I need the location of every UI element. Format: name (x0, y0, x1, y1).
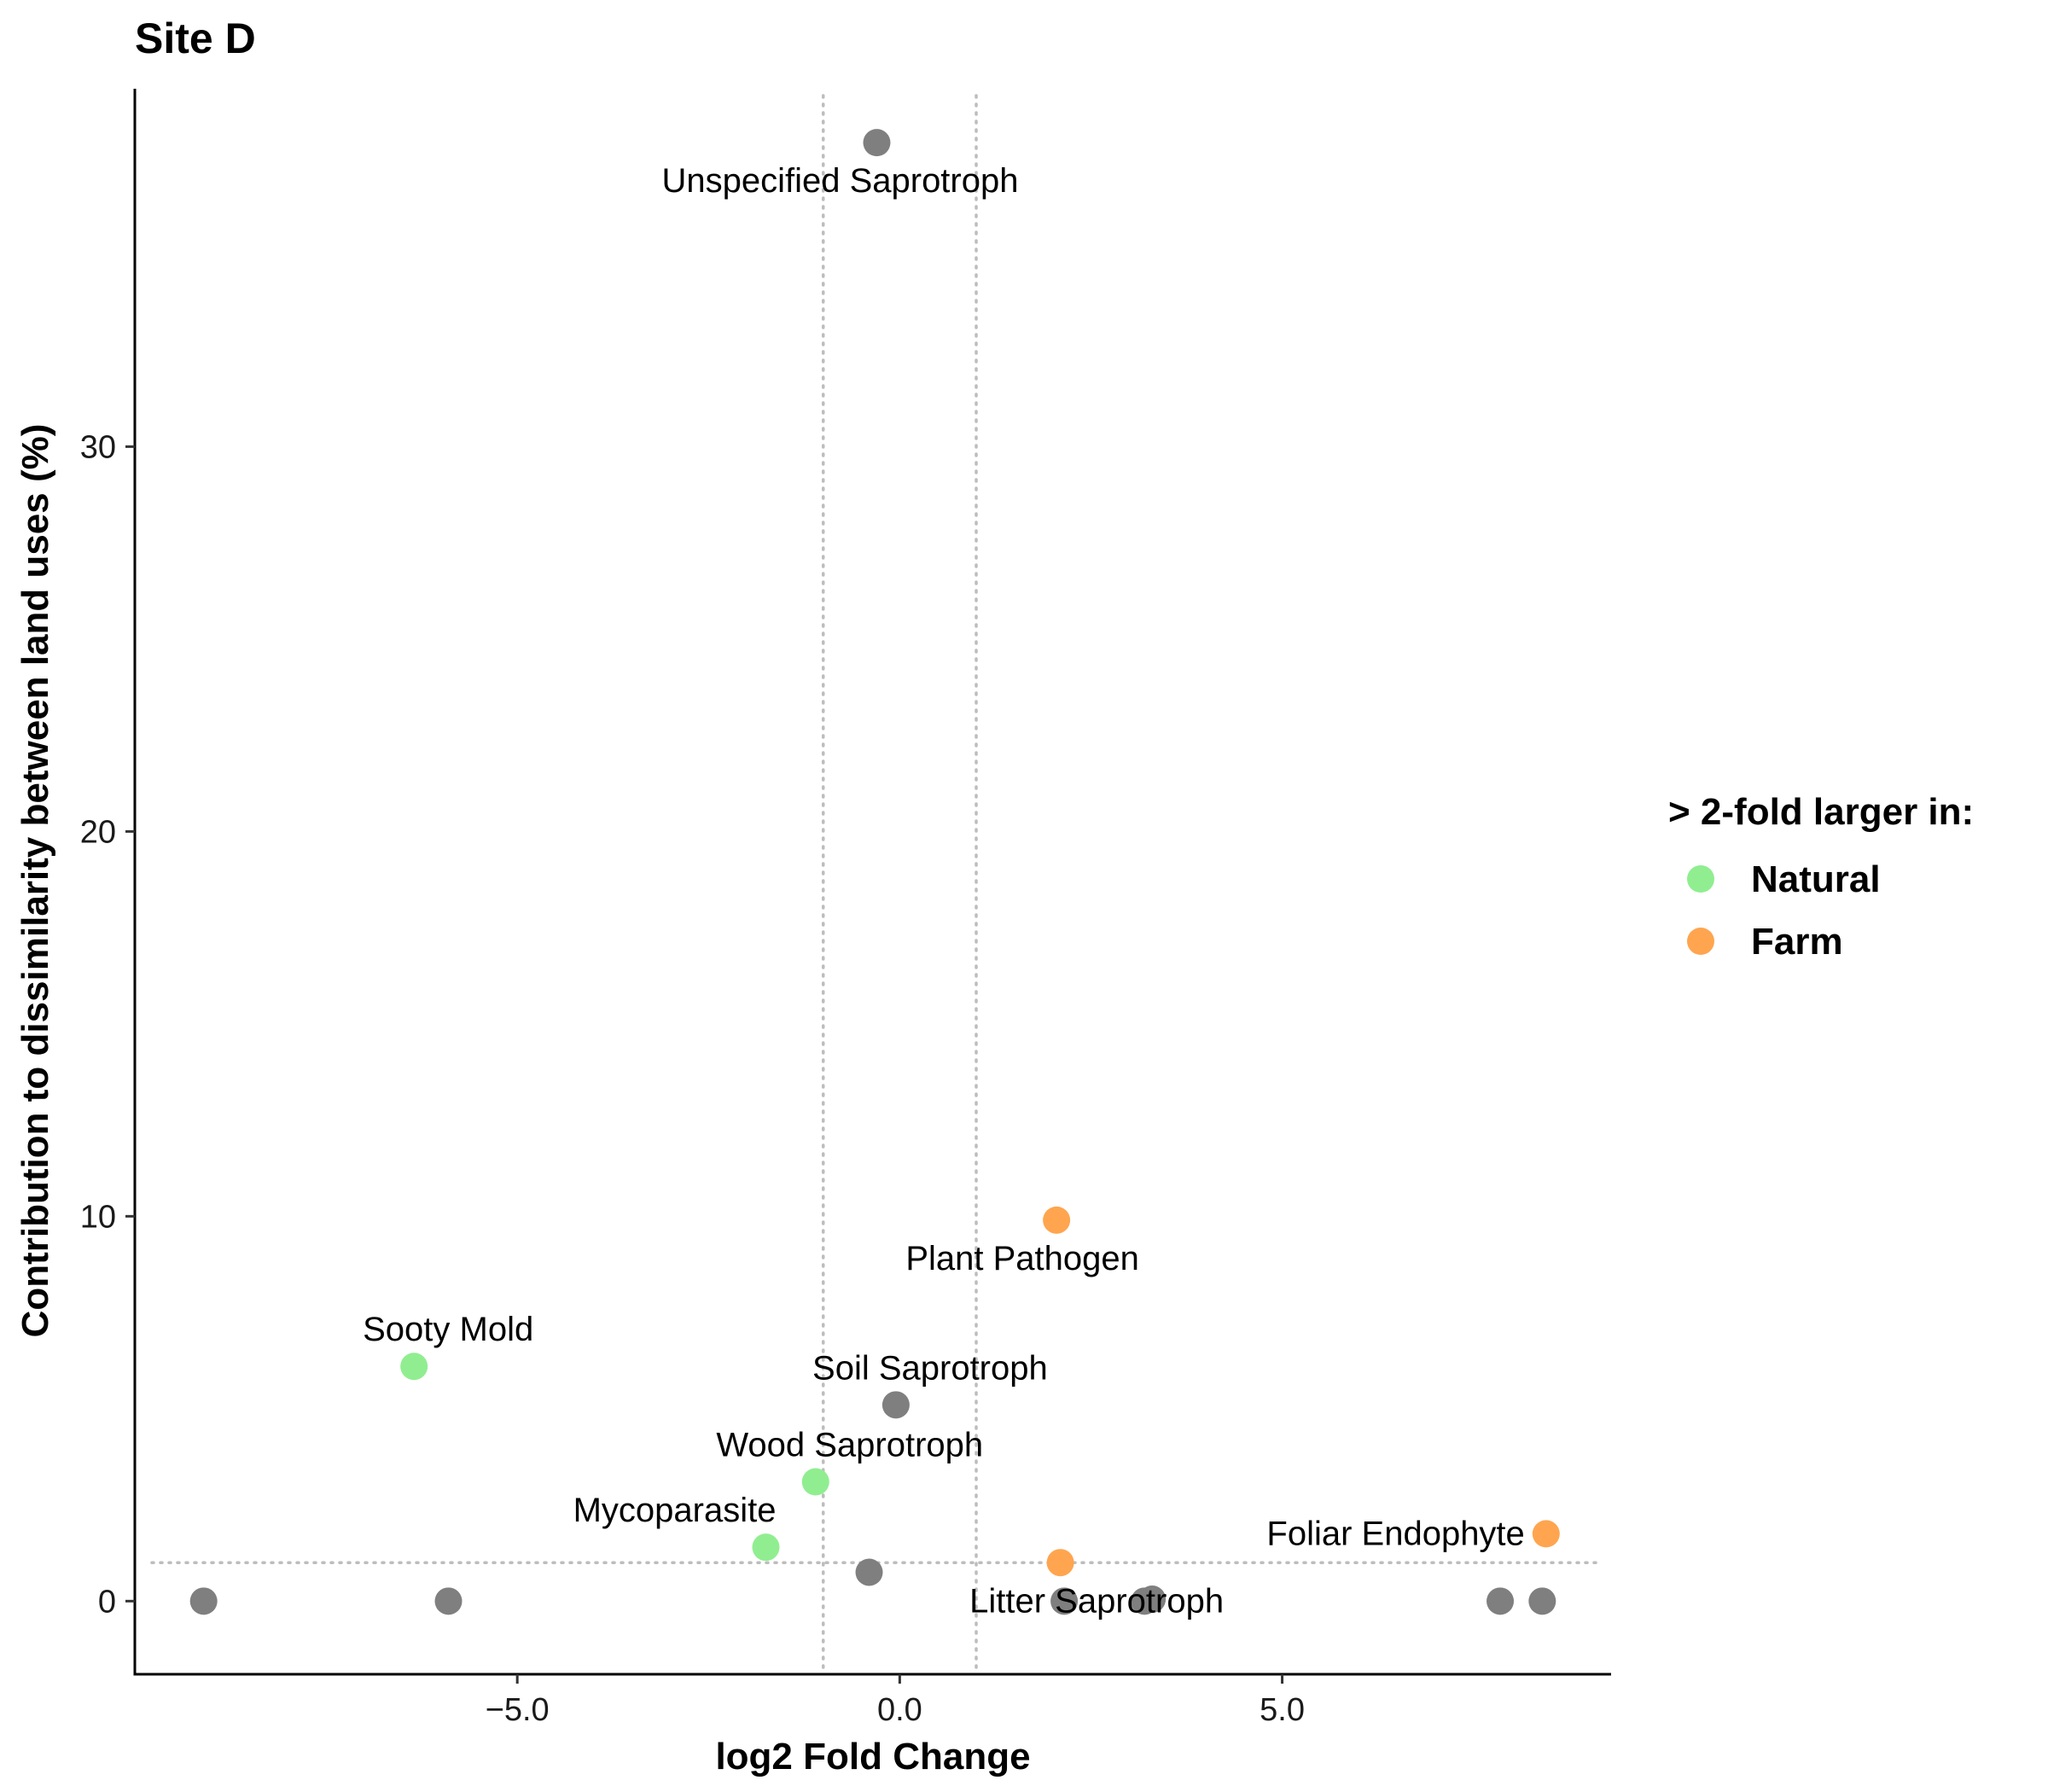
point-label-4: Wood Saprotroph (716, 1427, 983, 1464)
legend-swatch-natural (1687, 865, 1714, 893)
data-point-8 (855, 1558, 883, 1586)
point-label-5: Mycoparasite (573, 1492, 777, 1529)
legend-label-natural: Natural (1751, 858, 1881, 900)
x-tick-label-0: −5.0 (486, 1692, 550, 1728)
y-tick-label-3: 30 (80, 429, 116, 465)
data-point-11 (1138, 1585, 1167, 1614)
data-point-9 (1050, 1587, 1079, 1615)
data-points (189, 129, 1560, 1615)
point-label-2: Sooty Mold (363, 1311, 533, 1348)
x-tick-label-1: 0.0 (877, 1692, 922, 1728)
point-label-6: Foliar Endophyte (1266, 1515, 1524, 1552)
chart-title: Site D (135, 15, 256, 62)
data-point-7 (1046, 1549, 1074, 1577)
data-point-4 (801, 1468, 829, 1496)
point-labels: Unspecified Saprotroph Plant Pathogen Soot… (363, 162, 1525, 1620)
data-point-6 (1532, 1520, 1560, 1548)
point-label-9: Litter Saprotroph (969, 1582, 1224, 1620)
point-label-0: Unspecified Saprotroph (661, 162, 1018, 200)
y-tick-label-2: 20 (80, 814, 116, 850)
data-point-12 (189, 1587, 218, 1615)
legend-swatch-farm (1687, 928, 1714, 955)
data-point-2 (400, 1353, 428, 1381)
data-point-3 (881, 1391, 910, 1419)
data-point-13 (434, 1587, 463, 1615)
x-axis-ticks: −5.0 0.0 5.0 (486, 1674, 1305, 1728)
point-label-1: Plant Pathogen (905, 1240, 1139, 1277)
legend-label-farm: Farm (1751, 921, 1843, 963)
data-point-5 (752, 1533, 780, 1562)
y-axis-title: Contribution to dissimilarity between la… (15, 424, 56, 1338)
x-axis-title: log2 Fold Change (715, 1736, 1030, 1777)
y-axis-ticks: 0 10 20 30 (80, 429, 135, 1620)
legend-title: > 2-fold larger in: (1668, 791, 1974, 833)
data-point-0 (863, 129, 891, 157)
y-tick-label-0: 0 (98, 1584, 116, 1620)
y-tick-label-1: 10 (80, 1199, 116, 1235)
data-point-14 (1487, 1587, 1515, 1615)
data-point-15 (1528, 1587, 1556, 1615)
point-label-3: Soil Saprotroph (812, 1349, 1048, 1387)
data-point-1 (1043, 1206, 1071, 1234)
legend: > 2-fold larger in: Natural Farm (1668, 791, 1974, 963)
x-tick-label-2: 5.0 (1260, 1692, 1305, 1728)
